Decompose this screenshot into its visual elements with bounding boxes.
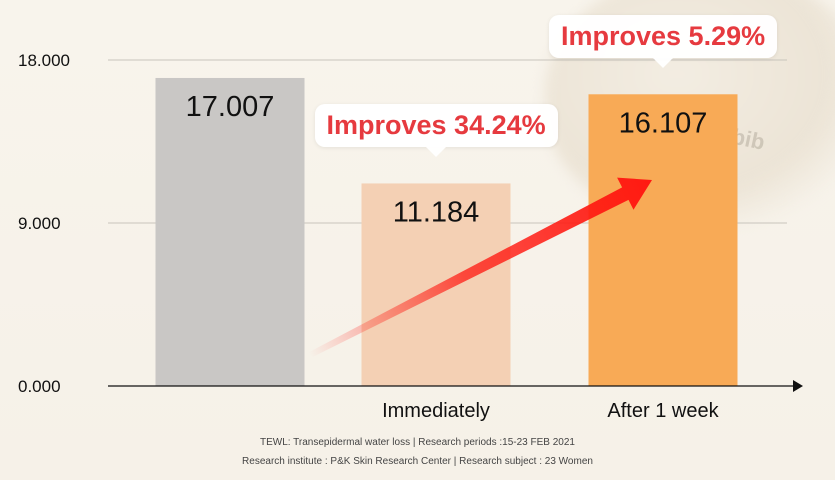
trend-arrow-shape <box>308 177 652 358</box>
footnote-tewl: TEWL: Transepidermal water loss | Resear… <box>260 437 575 448</box>
callout-immediately: Improves 34.24% <box>314 104 558 158</box>
trend-arrow <box>308 177 652 358</box>
bar <box>588 94 738 386</box>
bar <box>361 183 511 386</box>
footnote-research: Research institute : P&K Skin Research C… <box>242 456 593 467</box>
y-tick-label: 0.000 <box>18 377 61 396</box>
y-tick-label: 18.000 <box>18 51 70 70</box>
category-label: After 1 week <box>607 400 719 422</box>
x-axis-arrowhead <box>793 380 803 392</box>
value-label: 16.107 <box>619 107 708 139</box>
y-tick-label: 9.000 <box>18 214 61 233</box>
bar <box>155 77 305 386</box>
category-label: Immediately <box>382 400 490 422</box>
value-label: 17.007 <box>186 91 275 123</box>
callout-after-1-week: Improves 5.29% <box>549 15 778 69</box>
value-label: 11.184 <box>393 196 480 228</box>
